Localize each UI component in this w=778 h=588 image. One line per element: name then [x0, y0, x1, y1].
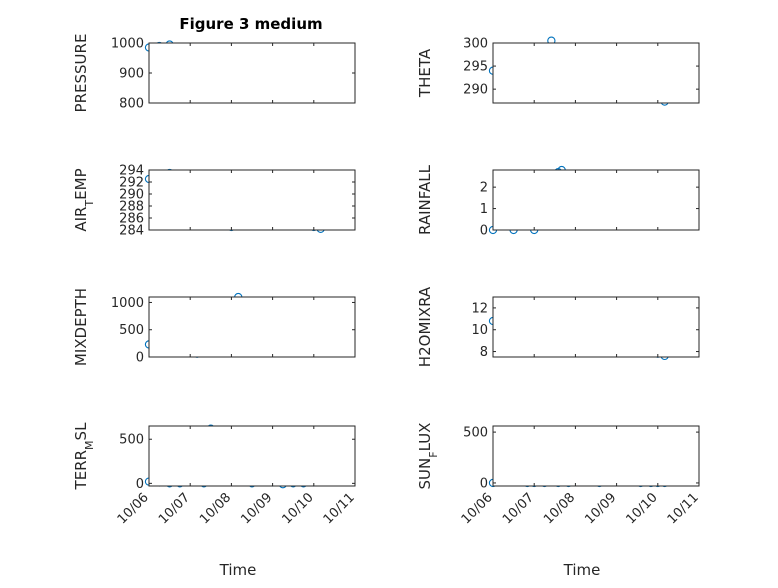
- axes-box: [148, 169, 356, 231]
- y-tick-label: 0: [480, 476, 488, 491]
- y-axis-label: SUNFLUX: [416, 423, 440, 490]
- y-axis-label: MIXDEPTH: [72, 288, 90, 366]
- x-axis-label: Time: [563, 561, 601, 579]
- subplot-sun-flux: 0 500 10/06 10/07 10/08 10/09 10/10 10/11 SUNFLU…: [416, 423, 702, 579]
- x-tick-label: 10/07: [156, 490, 193, 527]
- y-tick-label: 300: [463, 37, 488, 52]
- x-tick-label: 10/06: [115, 490, 152, 527]
- y-tick-label: 500: [119, 323, 144, 338]
- y-axis-label: AIRTEMP: [72, 168, 96, 231]
- y-tick-label: 10: [471, 323, 488, 338]
- axes-box: [492, 42, 700, 104]
- y-tick-label: 1000: [111, 37, 144, 52]
- x-tick-label: 10/07: [500, 490, 537, 527]
- y-tick-label: 12: [471, 301, 488, 316]
- y-tick-label: 500: [463, 426, 488, 441]
- y-tick-label: 0: [136, 477, 144, 492]
- x-tick-label: 10/09: [582, 490, 619, 527]
- x-tick-label: 10/11: [665, 490, 702, 527]
- x-tick-label: 10/09: [238, 490, 275, 527]
- axes-box: [148, 42, 356, 104]
- subplot-rainfall: 0 1 2 RAINFALL: [416, 164, 700, 239]
- y-tick-label: 290: [119, 188, 144, 203]
- axes-box: [492, 296, 700, 358]
- figure-title: Figure 3 medium: [179, 15, 322, 33]
- y-tick-label: 288: [119, 200, 144, 215]
- y-tick-label: 800: [119, 97, 144, 112]
- y-tick-label: 284: [119, 224, 144, 239]
- subplot-h2omixra: 8 10 12 H2OMIXRA: [416, 286, 700, 367]
- y-axis-label: RAINFALL: [416, 164, 434, 235]
- y-tick-label: 286: [119, 212, 144, 227]
- y-tick-label: 500: [119, 433, 144, 448]
- y-axis-label: H2OMIXRA: [416, 286, 434, 367]
- y-tick-label: 290: [463, 83, 488, 98]
- subplot-terr-msl: 0 500 10/06 10/07 10/08 10/09 10/10 10/11 TERRMS…: [72, 422, 358, 579]
- x-tick-label: 10/11: [321, 490, 358, 527]
- x-tick-label: 10/08: [541, 490, 578, 527]
- subplot-theta: 290 295 300 THETA: [416, 37, 700, 106]
- y-axis-label: THETA: [416, 48, 434, 98]
- axes-box: [492, 169, 700, 231]
- x-tick-label: 10/08: [197, 490, 234, 527]
- axes-box: [492, 425, 700, 487]
- x-tick-label: 10/10: [280, 490, 317, 527]
- y-tick-label: 1: [480, 202, 488, 217]
- y-tick-label: 0: [480, 224, 488, 239]
- subplot-pressure: 800 900 1000 PRESSURE: [72, 34, 356, 113]
- x-axis-label: Time: [219, 561, 257, 579]
- y-tick-label: 900: [119, 67, 144, 82]
- subplot-mixdepth: 0 500 1000 MIXDEPTH: [72, 288, 356, 366]
- y-tick-label: 292: [119, 176, 144, 191]
- axes-box: [148, 296, 356, 358]
- y-tick-label: 0: [136, 351, 144, 366]
- y-tick-label: 294: [119, 164, 144, 179]
- y-axis-label: TERRMSL: [72, 422, 96, 491]
- y-tick-label: 295: [463, 60, 488, 75]
- y-tick-label: 8: [480, 345, 488, 360]
- axes-box: [148, 425, 356, 487]
- x-tick-label: 10/10: [624, 490, 661, 527]
- y-tick-label: 2: [480, 181, 488, 196]
- y-axis-label: PRESSURE: [72, 34, 90, 113]
- y-tick-label: 1000: [111, 296, 144, 311]
- x-tick-label: 10/06: [459, 490, 496, 527]
